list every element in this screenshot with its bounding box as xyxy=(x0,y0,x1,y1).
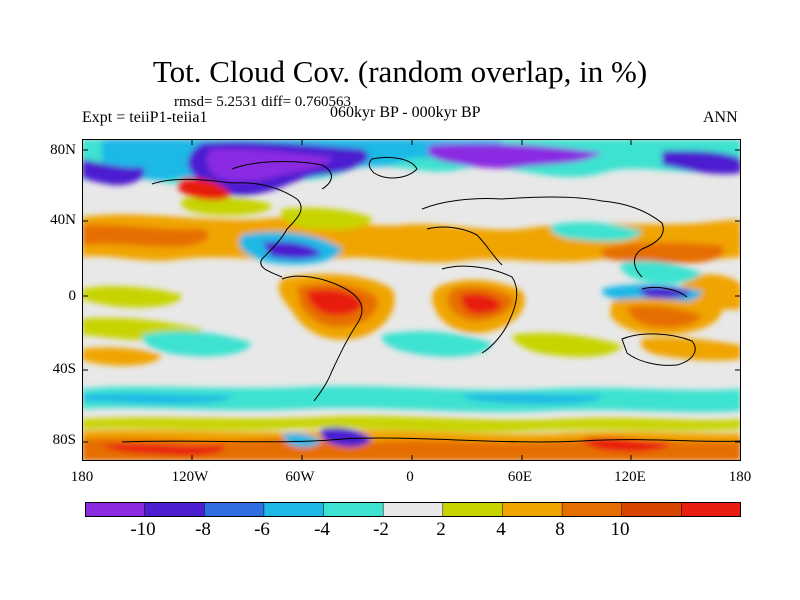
colorbar-label: -8 xyxy=(195,519,211,540)
colorbar-label: -2 xyxy=(373,519,389,540)
lat-label-0: 0 xyxy=(68,288,77,304)
lon-label-120w: 120W xyxy=(171,469,209,485)
colorbar-swatch xyxy=(502,502,563,517)
colorbar xyxy=(85,502,741,517)
lon-label-0: 0 xyxy=(406,469,414,485)
colorbar-label: 2 xyxy=(436,519,446,540)
colorbar-swatch xyxy=(263,502,325,517)
colorbar-swatch xyxy=(144,502,206,517)
stats-text: rmsd= 5.2531 diff= 0.760563 xyxy=(174,94,352,110)
colorbar-swatch xyxy=(621,502,683,517)
contour-field xyxy=(82,139,741,461)
cloud-cover-map xyxy=(82,139,741,461)
colorbar-label: -4 xyxy=(314,519,330,540)
colorbar-swatch xyxy=(323,502,384,517)
colorbar-swatch xyxy=(681,502,741,517)
lon-label-60w: 60W xyxy=(285,469,315,485)
lon-label-180e: 180 xyxy=(728,469,752,485)
colorbar-swatch xyxy=(382,502,444,517)
colorbar-swatch xyxy=(204,502,265,517)
lon-label-60e: 60E xyxy=(507,469,533,485)
lat-label-80s: 80S xyxy=(52,432,76,448)
colorbar-label: 10 xyxy=(610,519,630,540)
axis-ticks xyxy=(82,139,741,461)
period-label: 060kyr BP - 000kyr BP xyxy=(330,104,481,121)
lon-label-180w: 180 xyxy=(70,469,94,485)
lat-label-40s: 40S xyxy=(52,361,76,377)
lat-label-40n: 40N xyxy=(50,212,76,228)
experiment-label: Expt = teiiP1-teiia1 xyxy=(82,109,208,126)
season-label: ANN xyxy=(703,109,738,126)
colorbar-swatch xyxy=(561,502,623,517)
lon-label-120e: 120E xyxy=(614,469,646,485)
colorbar-label: -10 xyxy=(130,519,156,540)
colorbar-frame xyxy=(85,502,741,517)
colorbar-label: 4 xyxy=(496,519,506,540)
colorbar-label: 8 xyxy=(555,519,565,540)
plot-title: Tot. Cloud Cov. (random overlap, in %) xyxy=(152,54,648,89)
colorbar-swatch xyxy=(85,502,146,517)
colorbar-label: -6 xyxy=(254,519,270,540)
coastlines xyxy=(121,156,741,443)
lat-label-80n: 80N xyxy=(50,142,76,158)
colorbar-swatch xyxy=(442,502,504,517)
